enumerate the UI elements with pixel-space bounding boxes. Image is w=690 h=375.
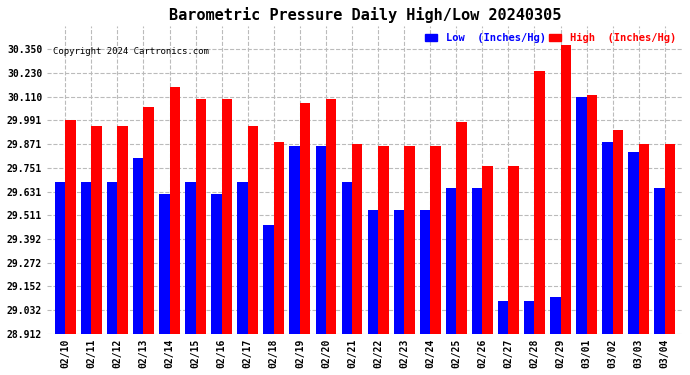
- Bar: [654, 188, 664, 334]
- Bar: [274, 142, 284, 334]
- Bar: [196, 99, 206, 334]
- Bar: [535, 71, 545, 334]
- Bar: [248, 126, 258, 334]
- Legend: Low  (Inches/Hg), High  (Inches/Hg): Low (Inches/Hg), High (Inches/Hg): [423, 31, 678, 45]
- Bar: [509, 166, 519, 334]
- Title: Barometric Pressure Daily High/Low 20240305: Barometric Pressure Daily High/Low 20240…: [169, 7, 561, 23]
- Bar: [664, 144, 676, 334]
- Bar: [159, 194, 170, 334]
- Bar: [456, 123, 466, 334]
- Bar: [352, 144, 362, 334]
- Bar: [576, 97, 586, 334]
- Bar: [91, 126, 102, 334]
- Bar: [300, 103, 310, 334]
- Bar: [237, 182, 248, 334]
- Bar: [342, 182, 352, 334]
- Bar: [170, 87, 180, 334]
- Bar: [431, 146, 441, 334]
- Bar: [368, 210, 378, 334]
- Bar: [420, 210, 431, 334]
- Bar: [315, 146, 326, 334]
- Bar: [107, 182, 117, 334]
- Bar: [117, 126, 128, 334]
- Bar: [394, 210, 404, 334]
- Bar: [221, 99, 232, 334]
- Bar: [211, 194, 221, 334]
- Bar: [133, 158, 144, 334]
- Bar: [144, 106, 154, 334]
- Bar: [326, 99, 337, 334]
- Bar: [378, 146, 388, 334]
- Bar: [498, 301, 509, 334]
- Bar: [185, 182, 196, 334]
- Bar: [482, 166, 493, 334]
- Bar: [524, 301, 535, 334]
- Bar: [586, 95, 597, 334]
- Bar: [55, 182, 66, 334]
- Bar: [639, 144, 649, 334]
- Bar: [404, 146, 415, 334]
- Bar: [446, 188, 456, 334]
- Bar: [66, 120, 76, 334]
- Bar: [613, 130, 623, 334]
- Bar: [560, 45, 571, 334]
- Bar: [550, 297, 560, 334]
- Bar: [602, 142, 613, 334]
- Bar: [629, 152, 639, 334]
- Bar: [290, 146, 300, 334]
- Text: Copyright 2024 Cartronics.com: Copyright 2024 Cartronics.com: [53, 47, 209, 56]
- Bar: [264, 225, 274, 334]
- Bar: [472, 188, 482, 334]
- Bar: [81, 182, 91, 334]
